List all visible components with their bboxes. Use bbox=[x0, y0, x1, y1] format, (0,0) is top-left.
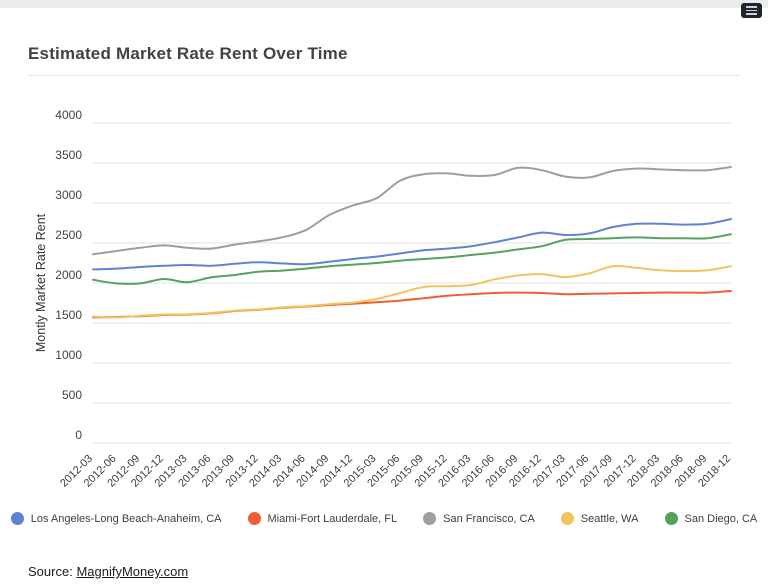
y-tick-label: 500 bbox=[62, 388, 82, 402]
series-line-4 bbox=[92, 264, 732, 319]
y-axis-labels: 0 500 1000 1500 2000 2500 3000 3500 4000 bbox=[55, 108, 82, 442]
chart-title: Estimated Market Rate Rent Over Time bbox=[28, 44, 348, 63]
y-tick-label: 2500 bbox=[55, 228, 82, 242]
y-axis-title: Montly Market Rate Rent bbox=[34, 213, 48, 352]
series-lines bbox=[92, 166, 732, 319]
legend-item: San Diego, CA bbox=[664, 512, 758, 525]
y-tick-label: 1500 bbox=[55, 308, 82, 322]
y-tick-label: 0 bbox=[75, 428, 82, 442]
legend-item: Los Angeles-Long Beach-Anaheim, CA bbox=[10, 512, 222, 525]
gridlines bbox=[93, 122, 731, 444]
legend-item: San Francisco, CA bbox=[423, 512, 535, 525]
legend-label: San Diego, CA bbox=[684, 512, 758, 525]
legend-swatch-icon bbox=[10, 512, 24, 525]
series-line-1 bbox=[92, 218, 732, 271]
legend-item: Seattle, WA bbox=[560, 512, 639, 525]
y-tick-label: 3000 bbox=[55, 188, 82, 202]
x-axis-labels: 2012-032012-062012-092012-122013-032013-… bbox=[58, 453, 733, 490]
legend-label: Miami-Fort Lauderdale, FL bbox=[267, 512, 398, 525]
legend-label: Seattle, WA bbox=[580, 512, 639, 525]
title-divider bbox=[28, 75, 740, 76]
legend-label: San Francisco, CA bbox=[443, 512, 535, 525]
legend-swatch-icon bbox=[247, 512, 261, 525]
legend-item: Miami-Fort Lauderdale, FL bbox=[247, 512, 398, 525]
source-link[interactable]: MagnifyMoney.com bbox=[76, 564, 189, 579]
y-tick-label: 4000 bbox=[55, 108, 82, 122]
source-line: Source: MagnifyMoney.com bbox=[28, 564, 188, 579]
legend-swatch-icon bbox=[423, 512, 437, 525]
menu-icon[interactable] bbox=[741, 3, 762, 18]
chart-legend: Los Angeles-Long Beach-Anaheim, CA Miami-… bbox=[0, 512, 768, 525]
y-tick-label: 1000 bbox=[55, 348, 82, 362]
source-label: Source: bbox=[28, 564, 73, 579]
top-strip bbox=[0, 0, 768, 8]
y-tick-label: 2000 bbox=[55, 268, 82, 282]
legend-swatch-icon bbox=[560, 512, 574, 525]
series-line-5 bbox=[92, 233, 732, 285]
legend-label: Los Angeles-Long Beach-Anaheim, CA bbox=[30, 512, 222, 525]
y-tick-label: 3500 bbox=[55, 148, 82, 162]
legend-swatch-icon bbox=[664, 512, 678, 525]
rent-line-chart: 0 500 1000 1500 2000 2500 3000 3500 4000 Montly M… bbox=[34, 108, 733, 490]
series-line-3 bbox=[92, 166, 732, 256]
